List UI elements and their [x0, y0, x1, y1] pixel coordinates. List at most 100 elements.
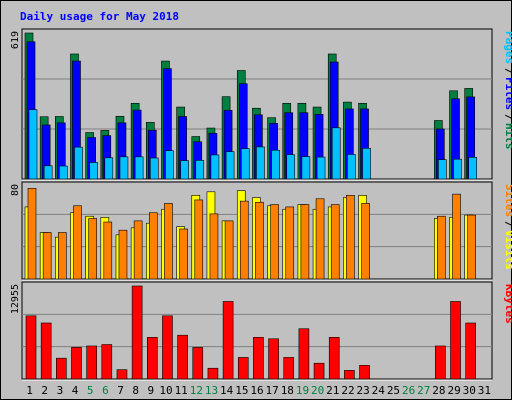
- bar-pages-day-7: [119, 156, 129, 180]
- x-tick-label: 27: [417, 384, 430, 397]
- bar-pages-day-18: [286, 154, 296, 180]
- x-tick-label: 31: [478, 384, 491, 397]
- bar-sites-day-11: [179, 228, 188, 280]
- x-tick-label: 15: [235, 384, 248, 397]
- x-tick-label: 7: [117, 384, 124, 397]
- bar-pages-day-8: [134, 156, 144, 180]
- y-max-label: 80: [10, 184, 21, 196]
- legend-visits-sites-0: Sites: [503, 184, 512, 217]
- bar-kbytes-day-8: [131, 285, 143, 380]
- bar-pages-day-12: [195, 160, 205, 180]
- legend-pages-files-hits-3: /: [503, 114, 512, 121]
- bar-kbytes-day-28: [435, 345, 446, 380]
- bar-sites-day-5: [88, 218, 97, 280]
- bar-sites-day-19: [300, 204, 310, 280]
- bar-pages-day-20: [316, 156, 326, 180]
- x-tick-label: 22: [341, 384, 354, 397]
- bar-kbytes-day-4: [71, 347, 82, 380]
- bar-sites-day-20: [315, 198, 325, 280]
- bar-sites-day-10: [164, 203, 173, 280]
- bar-sites-day-16: [255, 201, 264, 280]
- bar-sites-day-12: [194, 199, 204, 280]
- x-tick-label: 29: [447, 384, 460, 397]
- x-tick-label: 2: [41, 384, 48, 397]
- panel-kbytes: [21, 281, 493, 380]
- bar-kbytes-day-29: [450, 301, 461, 380]
- legend-pages-files-hits-1: /: [503, 68, 512, 75]
- bar-kbytes-day-17: [268, 338, 279, 380]
- bar-sites-day-3: [58, 232, 67, 280]
- bar-kbytes-day-13: [207, 367, 219, 380]
- x-tick-label: 1: [26, 384, 33, 397]
- x-tick-label: 30: [463, 384, 476, 397]
- bar-sites-day-29: [452, 193, 461, 280]
- x-tick-label: 13: [205, 384, 218, 397]
- bar-kbytes-day-9: [146, 337, 158, 380]
- bar-kbytes-day-1: [25, 315, 37, 380]
- bar-kbytes-day-6: [101, 344, 113, 380]
- x-tick-label: 10: [159, 384, 172, 397]
- bar-pages-day-10: [165, 150, 174, 180]
- bar-pages-day-17: [271, 149, 280, 180]
- bar-kbytes-day-16: [253, 337, 264, 380]
- bar-kbytes-day-10: [162, 315, 173, 380]
- x-tick-label: 19: [296, 384, 309, 397]
- bar-pages-day-5: [89, 162, 98, 180]
- x-tick-label: 5: [87, 384, 94, 397]
- bar-sites-day-6: [103, 221, 113, 280]
- bar-sites-day-1: [27, 188, 37, 280]
- bar-pages-day-1: [28, 109, 38, 180]
- bar-pages-day-11: [180, 160, 189, 180]
- x-tick-label: 12: [190, 384, 203, 397]
- bar-kbytes-day-20: [313, 362, 325, 380]
- y-max-label: 12955: [10, 284, 21, 314]
- x-tick-label: 18: [281, 384, 294, 397]
- bar-pages-day-23: [362, 148, 371, 180]
- bar-sites-day-9: [148, 212, 158, 280]
- bar-pages-day-9: [149, 157, 159, 180]
- bar-sites-day-7: [118, 229, 128, 280]
- bar-pages-day-16: [256, 146, 265, 180]
- legend-visits-sites-2: Visits: [503, 230, 512, 270]
- x-tick-label: 9: [148, 384, 155, 397]
- x-tick-label: 17: [266, 384, 279, 397]
- x-tick-label: 4: [72, 384, 79, 397]
- bar-kbytes-day-11: [177, 334, 188, 380]
- bar-pages-day-28: [438, 159, 447, 180]
- x-tick-label: 24: [372, 384, 386, 397]
- x-tick-label: 14: [220, 384, 234, 397]
- bar-kbytes-day-3: [56, 357, 67, 380]
- x-tick-label: 16: [250, 384, 263, 397]
- bar-kbytes-day-15: [237, 357, 249, 380]
- bar-kbytes-day-7: [116, 369, 128, 380]
- legend-pages-files-hits-4: Hits: [503, 123, 512, 150]
- bar-sites-day-28: [437, 215, 446, 280]
- bar-kbytes-day-14: [222, 301, 234, 380]
- y-max-label: 619: [10, 31, 21, 49]
- x-tick-label: 21: [326, 384, 339, 397]
- bar-sites-day-13: [209, 213, 219, 280]
- chart-title: Daily usage for May 2018: [20, 10, 179, 23]
- x-tick-label: 23: [357, 384, 370, 397]
- x-tick-label: 20: [311, 384, 324, 397]
- bar-kbytes-day-22: [344, 370, 355, 380]
- x-tick-label: 25: [387, 384, 400, 397]
- bar-kbytes-day-30: [465, 322, 476, 380]
- x-tick-label: 3: [57, 384, 64, 397]
- bar-sites-day-30: [467, 214, 476, 280]
- bar-sites-day-14: [224, 220, 234, 280]
- bar-pages-day-19: [301, 156, 311, 180]
- bar-pages-day-3: [59, 165, 68, 180]
- legend-pages-files-hits-2: Files: [503, 77, 512, 110]
- bar-kbytes-day-19: [298, 328, 310, 380]
- bar-pages-day-30: [468, 157, 477, 180]
- legend-pages-files-hits-0: Pages: [503, 31, 512, 64]
- bar-pages-day-6: [104, 157, 114, 180]
- bar-kbytes-day-5: [86, 345, 97, 380]
- x-tick-label: 28: [432, 384, 445, 397]
- bar-kbytes-day-21: [328, 337, 340, 380]
- x-tick-label: 6: [102, 384, 109, 397]
- bar-sites-day-21: [330, 204, 340, 280]
